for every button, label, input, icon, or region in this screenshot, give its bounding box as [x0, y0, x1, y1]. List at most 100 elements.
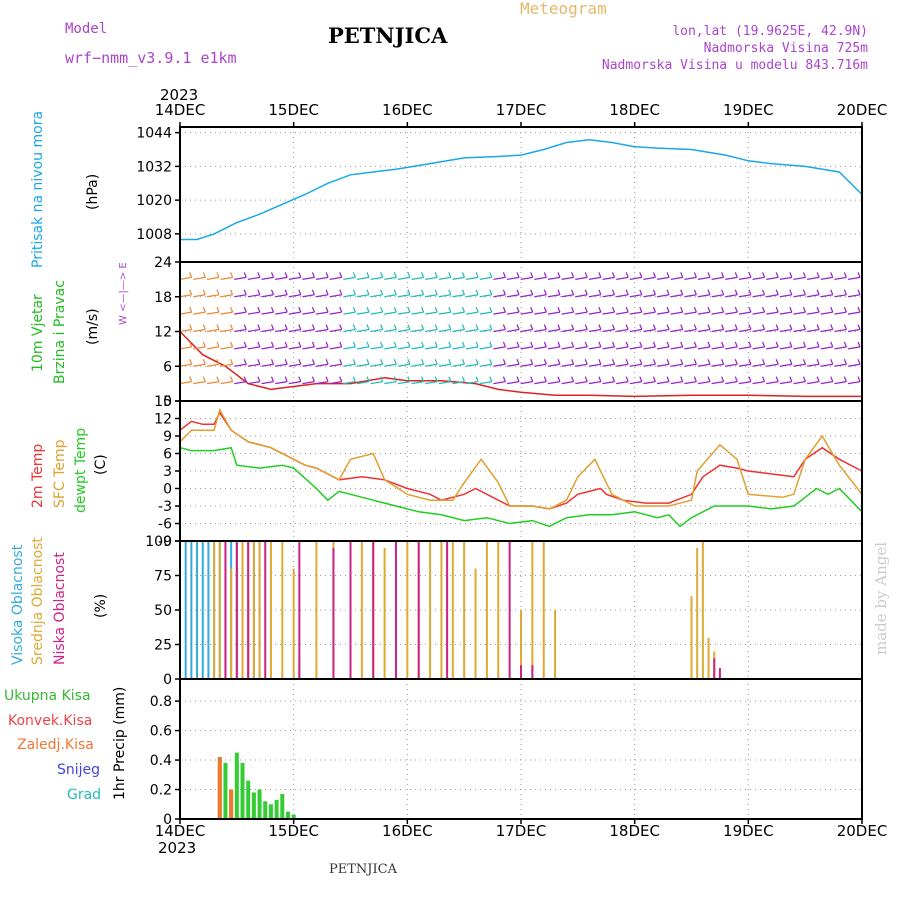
wind-barb [302, 311, 315, 315]
wind-barb [479, 276, 492, 280]
wind-barb-flag [216, 376, 220, 382]
wind-barb [697, 346, 711, 350]
wind-barb-flag [352, 272, 356, 278]
wind-barb-flag [311, 376, 316, 382]
wind-barb-flag [707, 324, 711, 330]
wind-barb [206, 311, 220, 315]
wind-unit: (m/s) [85, 308, 101, 345]
wind-barb [575, 346, 588, 350]
wind-barb-flag [380, 272, 384, 278]
wind-barb [438, 311, 451, 315]
bottom-date-label: 15DEC [268, 822, 319, 840]
wind-barb [479, 311, 492, 315]
wind-barb-flag [216, 272, 220, 278]
wind-barb [697, 311, 711, 315]
pressure-ytick-label: 1044 [136, 126, 172, 142]
wind-barb [588, 294, 601, 298]
wind-barb [356, 276, 370, 280]
wind-barb-flag [680, 324, 684, 330]
wind-barb [807, 311, 820, 315]
wind-barb [793, 381, 806, 385]
wind-compass: W <—|—> E [118, 262, 129, 325]
wind-barb-flag [298, 359, 302, 365]
wind-barb-flag [366, 376, 370, 382]
wind-barb [779, 346, 792, 350]
wind-barb-flag [830, 272, 834, 278]
wind-barb [356, 294, 370, 298]
wind-barb [275, 311, 288, 315]
wind-barb [315, 294, 329, 298]
wind-barb-flag [270, 324, 275, 330]
precip-frz-label: Zaledj.Kisa [17, 737, 94, 753]
wind-barb-flag [216, 324, 220, 330]
wind-barb [520, 381, 533, 385]
wind-barb-flag [843, 272, 847, 278]
wind-barb-flag [611, 289, 616, 295]
wind-barb-flag [584, 306, 588, 313]
precip-hail-label: Grad [67, 787, 101, 803]
wind-barb-flag [516, 289, 520, 295]
wind-barb [725, 381, 738, 385]
wind-barb [561, 328, 574, 333]
wind-barb [793, 311, 806, 315]
wind-barb-flag [530, 289, 534, 295]
wind-barb-flag [707, 376, 711, 382]
wind-barb [807, 363, 820, 367]
wind-barb-flag [380, 359, 384, 365]
wind-barb [534, 294, 547, 298]
wind-barb [793, 363, 806, 367]
wind-barb [452, 294, 465, 298]
wind-barb-flag [693, 376, 697, 382]
wind-barb [234, 294, 247, 298]
wind-barb-flag [325, 341, 329, 348]
wind-barb-flag [243, 359, 247, 365]
wind-barb [629, 346, 642, 350]
wind-barb-flag [489, 289, 493, 295]
wind-barb [725, 311, 738, 315]
wind-barb [356, 311, 370, 315]
wind-barb [534, 276, 547, 280]
wind-barb-flag [611, 306, 616, 313]
wind-barb-flag [802, 289, 807, 295]
wind-barb [793, 276, 806, 280]
wind-barb [752, 276, 765, 280]
wind-barb [179, 363, 192, 367]
elevation: Nadmorska Visina 725m [703, 41, 868, 56]
wind-barb-flag [652, 272, 657, 278]
wind-barb [370, 328, 383, 333]
wind-barb [520, 346, 533, 350]
temp-ytick-label: 6 [163, 447, 172, 463]
precip-ytick-label: 0 [163, 812, 172, 828]
wind-barb [588, 311, 601, 315]
wind-barb [684, 311, 697, 315]
wind-barb [643, 381, 656, 385]
cloud-ytick-label: 50 [154, 603, 172, 619]
wind-barb-flag [857, 341, 861, 348]
wind-barb [206, 276, 220, 280]
wind-barb [193, 328, 206, 333]
wind-barb [752, 363, 765, 367]
wind-barb-flag [434, 306, 438, 313]
wind-barb-flag [475, 306, 479, 313]
wind-barb [520, 363, 533, 367]
wind-barb-flag [748, 324, 752, 330]
model-label: Model [65, 21, 108, 37]
wind-barb-flag [762, 324, 766, 330]
wind-barb [261, 294, 274, 298]
wind-barb [466, 328, 479, 333]
wind-barb-flag [311, 341, 316, 348]
wind-barb-flag [652, 289, 657, 295]
wind-barb [684, 276, 697, 280]
wind-barb-flag [816, 359, 820, 365]
wind-barb [684, 294, 697, 298]
wind-barb-flag [502, 359, 506, 365]
wind-barb-flag [802, 324, 807, 330]
wind-barb-flag [448, 272, 452, 278]
top-date-label: 15DEC [268, 101, 319, 119]
wind-barb-flag [598, 376, 602, 382]
wind-barb-flag [625, 306, 629, 313]
wind-barb [643, 346, 656, 350]
wind-barb-flag [461, 376, 466, 382]
wind-barb [766, 363, 779, 367]
wind-barb-flag [666, 324, 670, 330]
